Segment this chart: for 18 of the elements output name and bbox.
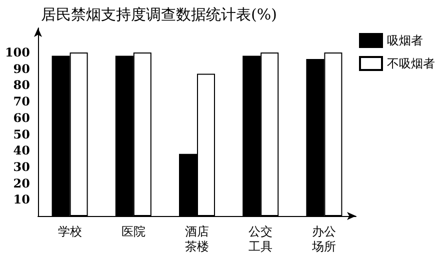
y-tick-label: 10 [13, 192, 30, 207]
y-tick-label: 40 [13, 144, 30, 158]
legend-label: 不吸烟者 [387, 56, 435, 70]
legend-label: 吸烟者 [387, 34, 423, 48]
x-tick-label: 医院 [121, 224, 146, 238]
x-tick-label: 学校 [58, 224, 82, 238]
x-tick-label: 办公场所 [311, 224, 336, 254]
x-tick-label: 公交工具 [248, 224, 273, 254]
y-tick-label: 80 [13, 78, 30, 92]
y-tick-label: 70 [13, 94, 30, 109]
y-tick-label: 90 [13, 62, 30, 76]
y-tick-label: 100 [4, 46, 30, 60]
x-tick-label: 酒店茶楼 [185, 224, 209, 254]
y-tick-label: 30 [13, 160, 30, 174]
chart-title: 居民禁烟支持度调查数据统计表(%) [41, 6, 277, 24]
y-tick-label: 60 [13, 110, 30, 125]
y-tick-label: 50 [13, 127, 30, 142]
y-tick-label: 20 [13, 176, 30, 190]
